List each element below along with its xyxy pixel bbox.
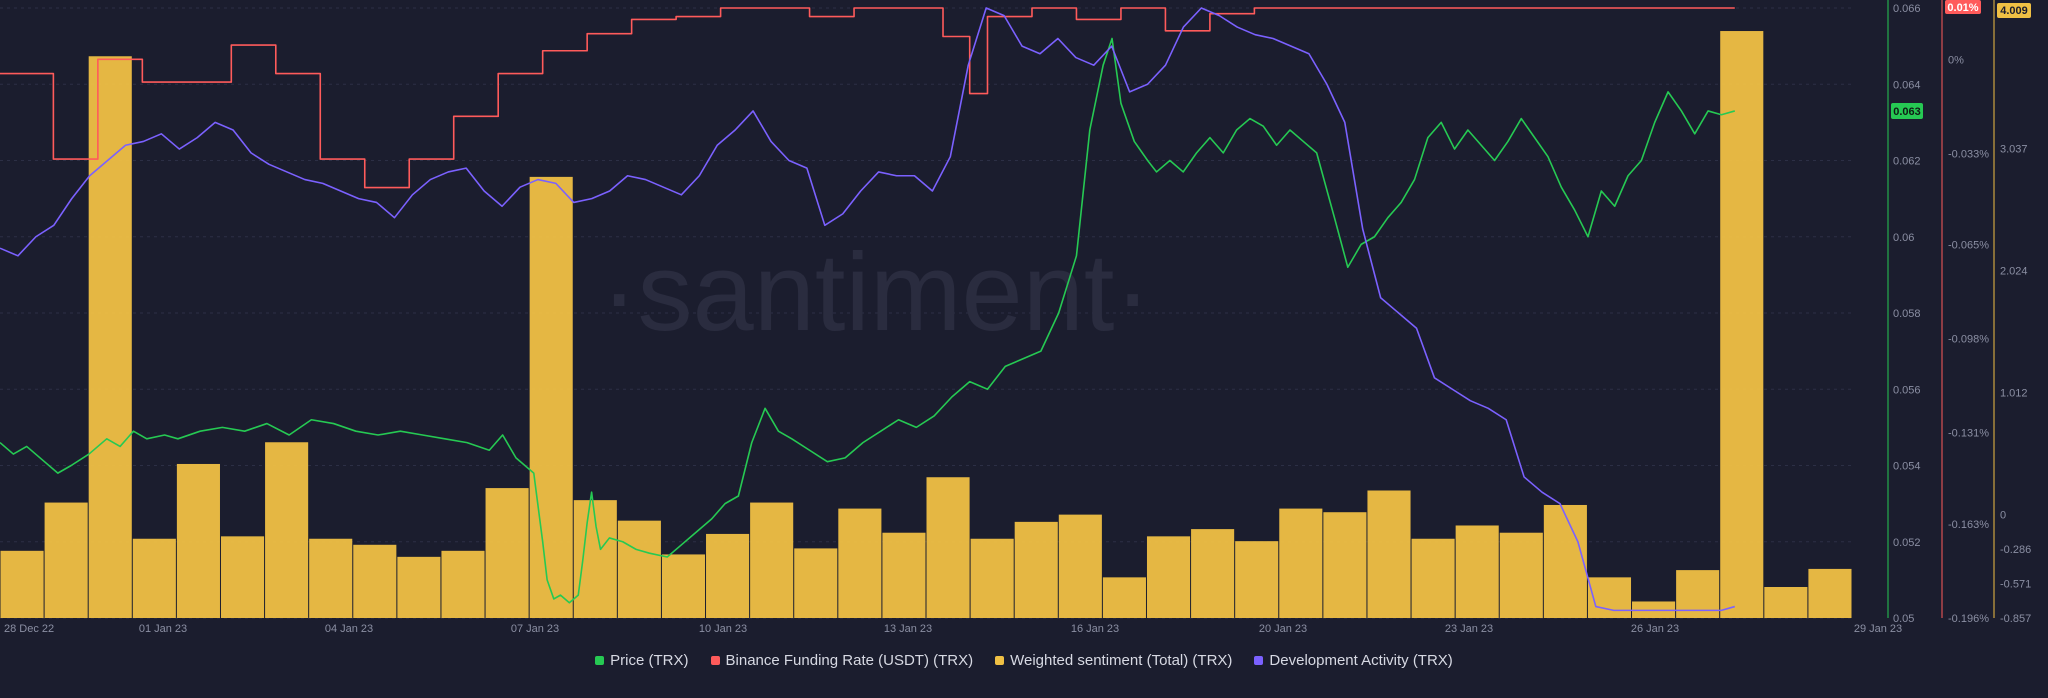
sentiment-bar-7 bbox=[309, 538, 353, 618]
funding-tick-label: 0% bbox=[1948, 54, 1964, 66]
price-tick-label: 0.062 bbox=[1893, 156, 1921, 168]
sentiment-bar-32 bbox=[1411, 538, 1455, 618]
watermark-text: ·santiment· bbox=[601, 231, 1151, 354]
price-tick-label: 0.056 bbox=[1893, 384, 1921, 396]
x-tick-label: 01 Jan 23 bbox=[139, 623, 187, 635]
sentiment-bar-6 bbox=[265, 442, 309, 618]
sentiment-bar-9 bbox=[397, 556, 441, 618]
sentiment-tick-label: -0.857 bbox=[2000, 613, 2031, 625]
legend-label-price: Price (TRX) bbox=[610, 652, 689, 669]
funding-current-label: 0.01% bbox=[1947, 2, 1978, 14]
legend-item-sentiment[interactable]: Weighted sentiment (Total) (TRX) bbox=[995, 652, 1232, 669]
legend-item-price[interactable]: Price (TRX) bbox=[595, 652, 689, 669]
sentiment-current-badge bbox=[1997, 3, 2031, 18]
x-tick-label: 07 Jan 23 bbox=[511, 623, 559, 635]
sentiment-bar-21 bbox=[926, 477, 970, 618]
x-tick-label: 28 Dec 22 bbox=[4, 623, 54, 635]
legend-swatch-price bbox=[595, 656, 605, 665]
sentiment-bar-3 bbox=[132, 538, 176, 618]
sentiment-bar-4 bbox=[176, 463, 220, 618]
legend-label-dev: Development Activity (TRX) bbox=[1269, 652, 1453, 669]
sentiment-bar-2 bbox=[88, 56, 132, 619]
funding-tick-label: -0.131% bbox=[1948, 428, 1989, 440]
sentiment-bar-19 bbox=[838, 508, 882, 618]
sentiment-bar-24 bbox=[1058, 514, 1102, 618]
sentiment-tick-label: 2.024 bbox=[2000, 265, 2028, 277]
sentiment-bar-23 bbox=[1014, 521, 1058, 618]
sentiment-bar-10 bbox=[441, 550, 485, 618]
sentiment-bar-12 bbox=[529, 176, 573, 619]
sentiment-bar-1 bbox=[44, 502, 88, 618]
sentiment-bar-28 bbox=[1235, 541, 1279, 618]
x-tick-label: 10 Jan 23 bbox=[699, 623, 747, 635]
price-tick-label: 0.066 bbox=[1893, 3, 1921, 15]
price-tick-label: 0.05 bbox=[1893, 613, 1914, 625]
price-tick-label: 0.052 bbox=[1893, 537, 1921, 549]
x-tick-label: 26 Jan 23 bbox=[1631, 623, 1679, 635]
sentiment-bar-25 bbox=[1102, 577, 1146, 618]
sentiment-tick-label: 3.037 bbox=[2000, 143, 2028, 155]
price-current-badge bbox=[1891, 102, 1923, 119]
x-tick-label: 29 Jan 23 bbox=[1854, 623, 1902, 635]
legend-label-funding: Binance Funding Rate (USDT) (TRX) bbox=[725, 652, 974, 669]
series-line-funding bbox=[0, 7, 1735, 189]
legend-swatch-dev bbox=[1254, 656, 1264, 665]
sentiment-bar-41 bbox=[1808, 568, 1852, 618]
sentiment-tick-label: 1.012 bbox=[2000, 388, 2028, 400]
sentiment-tick-label: 0 bbox=[2000, 510, 2006, 522]
x-tick-label: 13 Jan 23 bbox=[884, 623, 932, 635]
series-line-dev bbox=[0, 7, 1735, 612]
sentiment-tick-label: -0.286 bbox=[2000, 544, 2031, 556]
funding-tick-label: -0.065% bbox=[1948, 240, 1989, 252]
sentiment-current-label: 4.009 bbox=[2000, 5, 2028, 17]
sentiment-bar-27 bbox=[1191, 529, 1235, 618]
price-current-label: 0.063 bbox=[1893, 106, 1921, 118]
sentiment-bar-11 bbox=[485, 488, 529, 618]
price-tick-label: 0.064 bbox=[1893, 79, 1921, 91]
sentiment-bar-5 bbox=[220, 536, 265, 618]
price-tick-label: 0.054 bbox=[1893, 461, 1921, 473]
legend-label-sentiment: Weighted sentiment (Total) (TRX) bbox=[1010, 652, 1233, 669]
sentiment-bar-17 bbox=[750, 502, 794, 618]
legend: Price (TRX) Binance Funding Rate (USDT) … bbox=[0, 652, 2048, 669]
funding-current-badge bbox=[1945, 0, 1981, 14]
sentiment-bar-16 bbox=[706, 533, 750, 618]
x-tick-label: 20 Jan 23 bbox=[1259, 623, 1307, 635]
sentiment-tick-label: -0.571 bbox=[2000, 579, 2031, 591]
price-tick-label: 0.058 bbox=[1893, 308, 1921, 320]
sentiment-bar-26 bbox=[1146, 536, 1191, 618]
series-line-price bbox=[0, 37, 1735, 604]
x-tick-label: 04 Jan 23 bbox=[325, 623, 373, 635]
x-tick-label: 23 Jan 23 bbox=[1445, 623, 1493, 635]
x-tick-label: 16 Jan 23 bbox=[1071, 623, 1119, 635]
sentiment-bar-29 bbox=[1279, 508, 1323, 618]
sentiment-bar-0 bbox=[0, 550, 44, 618]
sentiment-bar-14 bbox=[617, 520, 661, 618]
sentiment-bar-22 bbox=[970, 538, 1014, 618]
sentiment-bar-39 bbox=[1720, 31, 1764, 618]
sentiment-bar-20 bbox=[882, 532, 926, 618]
legend-item-funding[interactable]: Binance Funding Rate (USDT) (TRX) bbox=[710, 652, 974, 669]
sentiment-bar-35 bbox=[1543, 504, 1587, 618]
sentiment-bar-30 bbox=[1323, 512, 1367, 618]
sentiment-bar-15 bbox=[661, 554, 706, 618]
sentiment-bar-31 bbox=[1367, 490, 1411, 618]
price-tick-label: 0.06 bbox=[1893, 232, 1914, 244]
sentiment-bar-18 bbox=[794, 548, 838, 618]
sentiment-bar-36 bbox=[1587, 577, 1632, 618]
funding-tick-label: -0.033% bbox=[1948, 148, 1989, 160]
sentiment-bar-8 bbox=[353, 544, 397, 618]
funding-tick-label: -0.098% bbox=[1948, 334, 1989, 346]
funding-tick-label: -0.163% bbox=[1948, 519, 1989, 531]
legend-item-dev[interactable]: Development Activity (TRX) bbox=[1254, 652, 1453, 669]
funding-tick-label: -0.196% bbox=[1948, 613, 1989, 625]
sentiment-bar-40 bbox=[1764, 586, 1808, 618]
legend-swatch-funding bbox=[710, 656, 720, 665]
sentiment-bar-34 bbox=[1499, 532, 1543, 618]
sentiment-bar-33 bbox=[1455, 525, 1499, 618]
legend-swatch-sentiment bbox=[995, 656, 1005, 665]
